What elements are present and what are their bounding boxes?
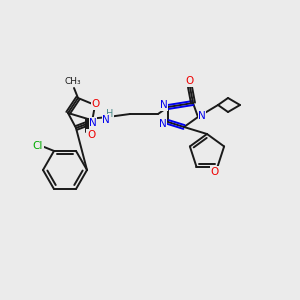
Text: Cl: Cl xyxy=(33,141,43,151)
Text: N: N xyxy=(198,111,206,121)
Text: N: N xyxy=(159,119,167,129)
Text: N: N xyxy=(89,118,97,128)
Text: N: N xyxy=(102,115,110,125)
Text: N: N xyxy=(160,100,168,110)
Text: CH₃: CH₃ xyxy=(65,76,81,85)
Text: O: O xyxy=(87,130,95,140)
Text: O: O xyxy=(186,76,194,86)
Text: O: O xyxy=(211,167,219,177)
Text: H: H xyxy=(106,109,114,119)
Text: O: O xyxy=(92,99,100,109)
